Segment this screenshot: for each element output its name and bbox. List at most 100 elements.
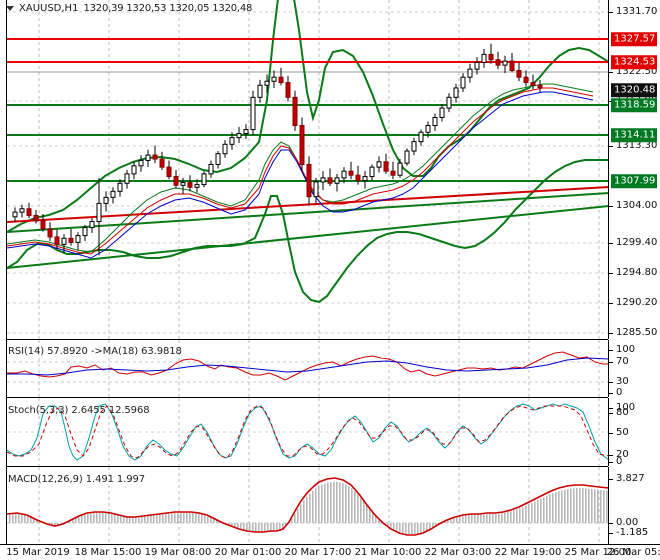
macd-histogram-bar xyxy=(579,488,581,523)
caret-down-icon[interactable] xyxy=(6,5,14,11)
macd-histogram-bar xyxy=(369,508,371,523)
candle-bullish xyxy=(271,76,277,82)
macd-histogram-bar xyxy=(114,514,116,523)
macd-histogram-bar xyxy=(546,495,548,523)
candle-bullish xyxy=(264,80,270,86)
level-price-badge[interactable]: 1324.53 xyxy=(611,55,658,69)
candle-bullish xyxy=(474,61,480,70)
axis-tick-label: 0 xyxy=(616,456,623,467)
candle-bullish xyxy=(404,150,410,164)
ma-slow-green xyxy=(7,83,594,253)
macd-histogram-bar xyxy=(183,512,185,523)
trend-line-red-long xyxy=(7,186,609,223)
price-tick-label: 1322.50 xyxy=(616,66,658,77)
macd-histogram-bar xyxy=(504,512,506,523)
macd-histogram-bar xyxy=(24,515,26,523)
macd-histogram-bar xyxy=(153,515,155,523)
macd-histogram-bar xyxy=(18,513,20,523)
candle-bullish xyxy=(320,177,326,183)
axis-tick-mark xyxy=(609,462,613,463)
macd-histogram-bar xyxy=(552,493,554,523)
candle-bearish xyxy=(173,176,179,186)
macd-histogram-bar xyxy=(585,488,587,523)
macd-histogram-bar xyxy=(582,488,584,523)
level-price-badge[interactable]: 1314.11 xyxy=(611,128,658,142)
rsi-ma-line xyxy=(7,357,609,376)
macd-svg xyxy=(7,467,609,544)
candle-bearish xyxy=(348,170,354,176)
macd-histogram-bar xyxy=(459,516,461,523)
macd-histogram-bar xyxy=(27,515,29,523)
macd-histogram-bar xyxy=(447,520,449,523)
macd-histogram-bar xyxy=(519,508,521,523)
rsi-svg xyxy=(7,340,609,397)
axis-tick-mark xyxy=(609,382,613,383)
macd-histogram-bar xyxy=(405,523,407,534)
trend-line-green-rising-2 xyxy=(7,205,609,269)
macd-histogram-bar xyxy=(243,523,245,530)
candle-bearish xyxy=(187,182,193,188)
macd-histogram-bar xyxy=(501,513,503,523)
macd-histogram-bar xyxy=(390,523,392,528)
candle-bullish xyxy=(229,137,235,145)
level-price-badge[interactable]: 1318.59 xyxy=(611,98,658,112)
candle-bearish xyxy=(166,166,172,178)
candle-bullish xyxy=(425,125,431,133)
candle-bullish xyxy=(75,235,81,243)
candle-bullish xyxy=(397,162,403,176)
macd-histogram-bar xyxy=(537,500,539,523)
macd-histogram-bar xyxy=(201,514,203,523)
macd-histogram-bar xyxy=(162,514,164,523)
macd-histogram-bar xyxy=(399,523,401,533)
macd-histogram-bar xyxy=(294,513,296,523)
stoch-k-line xyxy=(7,403,609,461)
macd-histogram-bar xyxy=(84,514,86,523)
price-tick-mark xyxy=(609,206,613,207)
level-price-badge[interactable]: 1307.99 xyxy=(611,174,658,188)
macd-histogram-bar xyxy=(426,523,428,531)
macd-histogram-bar xyxy=(267,523,269,531)
price-tick-label: 1290.20 xyxy=(616,297,658,308)
ohlc-values: 1320,39 1320,53 1320,05 1320,48 xyxy=(83,2,253,14)
candle-bearish xyxy=(40,220,46,230)
macd-histogram-bar xyxy=(324,483,326,523)
macd-histogram-bar xyxy=(333,481,335,523)
axis-tick-mark xyxy=(609,479,613,480)
price-tick-mark xyxy=(609,303,613,304)
macd-histogram-bar xyxy=(375,515,377,523)
macd-histogram-bar xyxy=(366,505,368,523)
candle-bearish xyxy=(68,237,74,243)
macd-histogram-bar xyxy=(57,523,59,526)
macd-histogram-bar xyxy=(348,486,350,523)
macd-histogram-bar xyxy=(396,523,398,531)
level-price-badge[interactable]: 1327.57 xyxy=(611,32,658,46)
candle-bullish xyxy=(250,96,256,131)
rsi-plot-area[interactable] xyxy=(6,340,609,397)
current-price-badge[interactable]: 1320.48 xyxy=(611,83,658,97)
macd-histogram-bar xyxy=(81,515,83,523)
candle-bullish xyxy=(411,141,417,152)
macd-plot-area[interactable] xyxy=(6,467,609,544)
price-plot-area[interactable] xyxy=(6,0,609,339)
candle-bullish xyxy=(215,153,221,165)
separator-macd xyxy=(6,466,608,467)
macd-histogram-bar xyxy=(462,515,464,523)
macd-histogram-bar xyxy=(48,523,50,525)
price-tick-mark xyxy=(609,72,613,73)
macd-histogram-bar xyxy=(351,488,353,523)
price-tick-mark xyxy=(609,146,613,147)
macd-histogram-bar xyxy=(576,488,578,523)
stoch-plot-area[interactable] xyxy=(6,398,609,466)
candle-bearish xyxy=(327,177,333,184)
macd-histogram-bar xyxy=(168,513,170,523)
separator-rsi xyxy=(6,339,608,340)
macd-histogram-bar xyxy=(111,513,113,523)
macd-vertical-gridlines xyxy=(38,467,600,544)
macd-histogram-bar xyxy=(474,514,476,523)
candle-bearish xyxy=(488,53,494,61)
macd-histogram-bar xyxy=(207,515,209,523)
price-axis[interactable]: 1331.701322.501317.901313.301304.001299.… xyxy=(608,0,660,339)
candle-bullish xyxy=(103,196,109,204)
macd-histogram-bar xyxy=(132,517,134,523)
macd-histogram-bar xyxy=(177,512,179,523)
